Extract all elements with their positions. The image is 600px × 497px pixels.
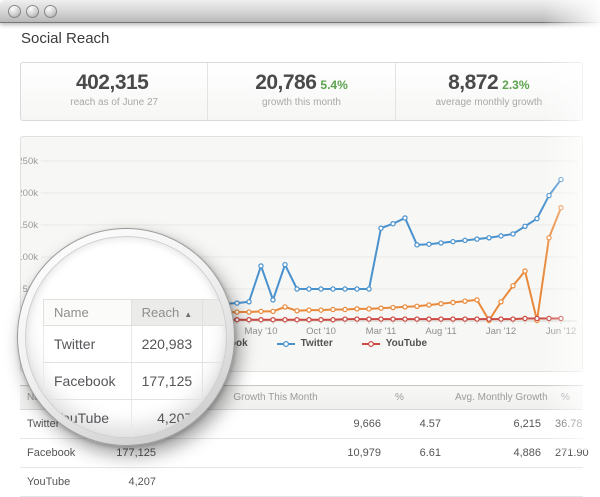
magnified-cell-reach: 177,125 [130, 362, 204, 400]
stat-value: 8,872 [448, 71, 499, 94]
magnified-row-twitter: Twitter 220,983 [43, 325, 226, 363]
cell-growth-pct: 4.57 [388, 409, 448, 439]
cell-avg-pct: 36.78 [548, 409, 583, 439]
magnified-column-header-next [202, 299, 226, 326]
stat-card-total-reach: 402,315 reach as of June 27 [21, 63, 207, 120]
column-header-growth-pct[interactable]: % [388, 385, 448, 410]
cell-reach: 4,207 [108, 467, 163, 497]
svg-text:200k: 200k [21, 188, 38, 199]
magnifier-lens-view: Name Reach ▲ Twitter 220,983 Facebook 177… [25, 236, 227, 438]
legend-label: Twitter [300, 338, 333, 349]
svg-text:100k: 100k [21, 252, 38, 263]
legend-marker-icon [361, 340, 380, 347]
svg-text:Oct '10: Oct '10 [306, 326, 336, 337]
legend-marker-icon [276, 340, 295, 347]
stat-label: reach as of June 27 [70, 97, 159, 108]
svg-text:Jan '12: Jan '12 [486, 326, 516, 337]
magnified-column-header-name: Name [43, 299, 132, 326]
cell-growth-pct: 6.61 [388, 438, 448, 468]
stat-card-monthly-growth: 20,786 5.4% growth this month [207, 63, 394, 120]
stat-card-avg-growth: 8,872 2.3% average monthly growth [394, 63, 582, 120]
stat-label: growth this month [262, 97, 341, 108]
svg-text:May '10: May '10 [245, 326, 278, 337]
magnified-cell-reach: 220,983 [130, 325, 204, 363]
cell-avg-growth: 4,886 [448, 438, 548, 468]
stat-percent: 5.4% [320, 78, 348, 92]
svg-text:Aug '11: Aug '11 [425, 326, 456, 337]
legend-item-youtube[interactable]: YouTube [361, 338, 427, 349]
page-title: Social Reach [21, 30, 110, 47]
magnified-row-facebook: Facebook 177,125 [43, 362, 226, 400]
table-row-youtube[interactable]: YouTube 4,207 [20, 467, 583, 497]
magnified-cell-next [202, 362, 226, 400]
svg-text:150k: 150k [21, 220, 38, 231]
svg-text:250k: 250k [21, 156, 38, 167]
magnified-column-header-reach: Reach ▲ [130, 299, 204, 326]
stats-panel: 402,315 reach as of June 27 20,786 5.4% g… [20, 62, 583, 121]
column-header-avg-growth[interactable]: Avg. Monthly Growth [448, 385, 548, 410]
cell-growth-pct [388, 467, 448, 497]
cell-name: YouTube [20, 467, 108, 497]
sort-ascending-icon: ▲ [184, 310, 193, 319]
stat-value: 402,315 [75, 71, 149, 94]
cell-avg-growth: 6,215 [448, 409, 548, 439]
legend-label: YouTube [385, 338, 428, 349]
magnified-cell-name: Facebook [43, 362, 132, 400]
window-close-button[interactable] [8, 5, 21, 18]
stat-label: average monthly growth [435, 97, 543, 108]
cell-avg-growth [448, 467, 548, 497]
legend-item-twitter[interactable]: Twitter [276, 338, 333, 349]
svg-text:Jun '12: Jun '12 [546, 326, 576, 337]
stat-value: 20,786 [255, 71, 317, 94]
magnified-cell-next [202, 325, 226, 363]
stat-percent: 2.3% [502, 78, 530, 92]
window-minimize-button[interactable] [26, 5, 39, 18]
cell-name: Facebook [20, 438, 108, 468]
magnified-cell-name: Twitter [43, 325, 132, 363]
magnifier-lens: Name Reach ▲ Twitter 220,983 Facebook 177… [17, 228, 235, 446]
svg-text:Mar '11: Mar '11 [366, 326, 397, 337]
magnified-header-row: Name Reach ▲ [43, 299, 226, 326]
cell-avg-pct [548, 467, 583, 497]
cell-avg-pct: 271.90 [548, 438, 589, 468]
column-header-avg-pct[interactable]: % [548, 385, 583, 410]
magnified-cell-name: YouTube [43, 399, 132, 437]
window-zoom-button[interactable] [44, 5, 57, 18]
magnified-reach-table: Name Reach ▲ Twitter 220,983 Facebook 177… [43, 299, 226, 437]
magnified-cell-reach: 4,207 [130, 399, 204, 437]
cell-growth: 10,979 [163, 438, 388, 468]
magnified-row-youtube: YouTube 4,207 [43, 399, 226, 437]
magnified-cell-next [202, 399, 226, 437]
cell-growth [163, 467, 388, 497]
window-title-bar [0, 0, 600, 23]
